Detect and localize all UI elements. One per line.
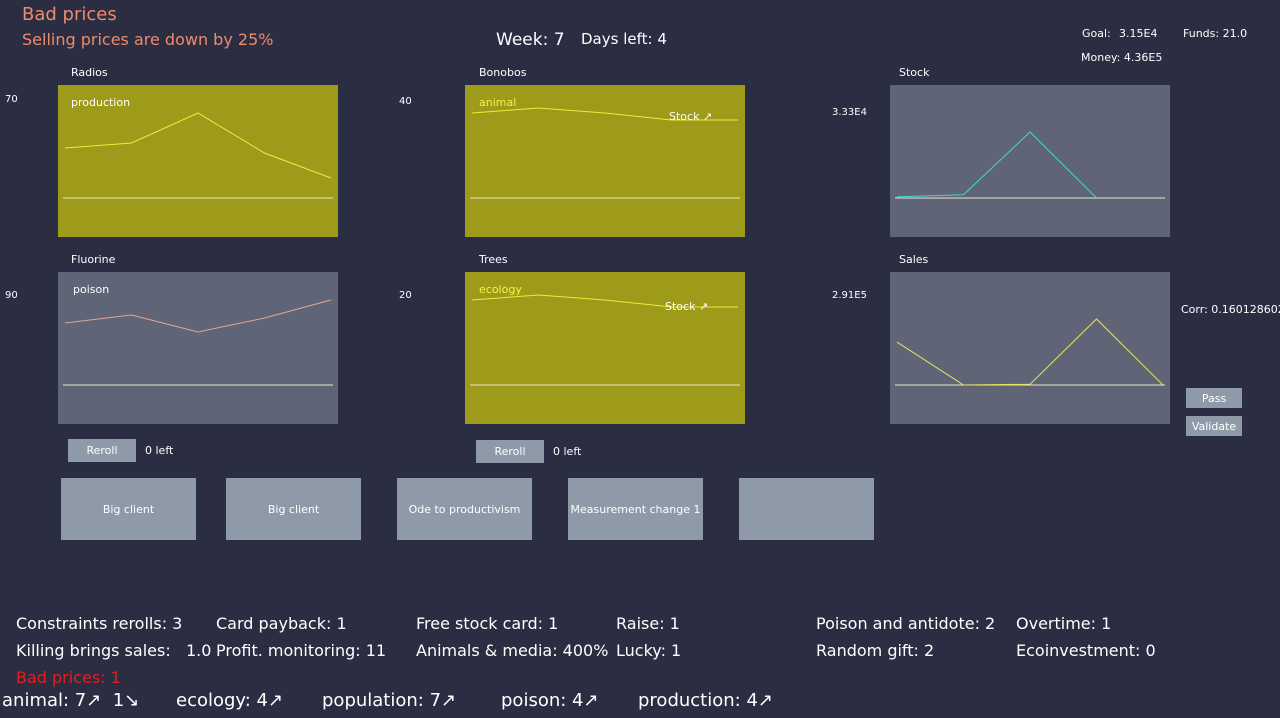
stat-bad-prices: Bad prices: 1 [16, 668, 121, 687]
stat-ecoinvestment: Ecoinvestment: 0 [1016, 641, 1156, 660]
validate-button[interactable]: Validate [1186, 416, 1242, 436]
card[interactable]: Ode to productivism [397, 478, 532, 540]
rerolls-left: 0 left [553, 445, 582, 458]
stock-chart [890, 85, 1170, 237]
radios-scale-label: 70 [5, 94, 18, 105]
bonobos-stock-indicator: Stock ↗ [669, 110, 713, 123]
stock-chart-title: Stock [899, 66, 930, 79]
radios-chart-title: Radios [71, 66, 108, 79]
bonobos-scale-label: 40 [399, 96, 412, 107]
trend-ecology: ecology: 4↗ [176, 690, 284, 711]
stat-constraints-rerolls: Constraints rerolls: 3 [16, 614, 183, 633]
trend-population: population: 7↗ [322, 690, 457, 711]
fluorine-chart-panel [58, 272, 338, 424]
card[interactable]: Measurement change 1 [568, 478, 703, 540]
reroll-button[interactable]: Reroll [68, 439, 136, 462]
card-empty[interactable] [739, 478, 874, 540]
fluorine-series-line [64, 299, 332, 333]
trees-chart-panel [465, 272, 745, 424]
bonobos-chart [465, 85, 745, 237]
stat-lucky: Lucky: 1 [616, 641, 682, 660]
stat-poison-antidote: Poison and antidote: 2 [816, 614, 996, 633]
goal-value: 3.15E4 [1119, 27, 1158, 40]
stock-series-line [896, 131, 1097, 199]
trend-poison: poison: 4↗ [501, 690, 599, 711]
trend-production: production: 4↗ [638, 690, 773, 711]
correlation: Corr: 0.1601286028 [1181, 303, 1280, 316]
event-description: Selling prices are down by 25% [22, 30, 274, 49]
stat-free-stock-card: Free stock card: 1 [416, 614, 559, 633]
sales-chart [890, 272, 1170, 424]
fluorine-chart-background [58, 272, 338, 424]
radios-chart [58, 85, 338, 237]
sales-chart-title: Sales [899, 253, 929, 266]
reroll-button[interactable]: Reroll [476, 440, 544, 463]
fluorine-chart [58, 272, 338, 424]
stat-random-gift: Random gift: 2 [816, 641, 935, 660]
event-title: Bad prices [22, 4, 117, 25]
trees-chart [465, 272, 745, 424]
stat-profit-monitoring: Profit. monitoring: 11 [216, 641, 387, 660]
sales-scale-label: 2.91E5 [832, 290, 867, 301]
bonobos-chart-title: Bonobos [479, 66, 527, 79]
trees-scale-label: 20 [399, 290, 412, 301]
funds: Funds: 21.0 [1183, 27, 1248, 40]
days-left: Days left: 4 [581, 30, 667, 48]
sales-chart-background [890, 272, 1170, 424]
trend-animal: animal: 7↗ 1↘ [2, 690, 140, 711]
fluorine-tag-label: poison [73, 283, 110, 296]
trees-series-line [471, 294, 738, 308]
card[interactable]: Big client [61, 478, 196, 540]
stock-chart-panel [890, 85, 1170, 237]
bonobos-chart-panel [465, 85, 745, 237]
stat-card-payback: Card payback: 1 [216, 614, 347, 633]
stat-killing-sales: Killing brings sales: 1.0 [16, 641, 212, 660]
stat-overtime: Overtime: 1 [1016, 614, 1112, 633]
radios-chart-background [58, 85, 338, 237]
radios-series-line [64, 112, 332, 179]
week-counter: Week: 7 [496, 30, 565, 50]
bonobos-series-line [471, 107, 738, 121]
trees-tag-label: ecology [479, 283, 522, 296]
sales-series-line [896, 318, 1164, 386]
money: Money: 4.36E5 [1081, 51, 1163, 64]
radios-chart-panel [58, 85, 338, 237]
pass-button[interactable]: Pass [1186, 388, 1242, 408]
stock-chart-background [890, 85, 1170, 237]
stat-animals-media: Animals & media: 400% [416, 641, 609, 660]
bonobos-tag-label: animal [479, 96, 517, 109]
trees-stock-indicator: Stock ↗ [665, 300, 709, 313]
rerolls-left: 0 left [145, 444, 174, 457]
goal-label: Goal: [1082, 27, 1111, 40]
sales-chart-panel [890, 272, 1170, 424]
fluorine-chart-title: Fluorine [71, 253, 116, 266]
stock-scale-label: 3.33E4 [832, 107, 867, 118]
fluorine-scale-label: 90 [5, 290, 18, 301]
trees-chart-title: Trees [479, 253, 508, 266]
radios-tag-label: production [71, 96, 131, 109]
stat-raise: Raise: 1 [616, 614, 680, 633]
card[interactable]: Big client [226, 478, 361, 540]
